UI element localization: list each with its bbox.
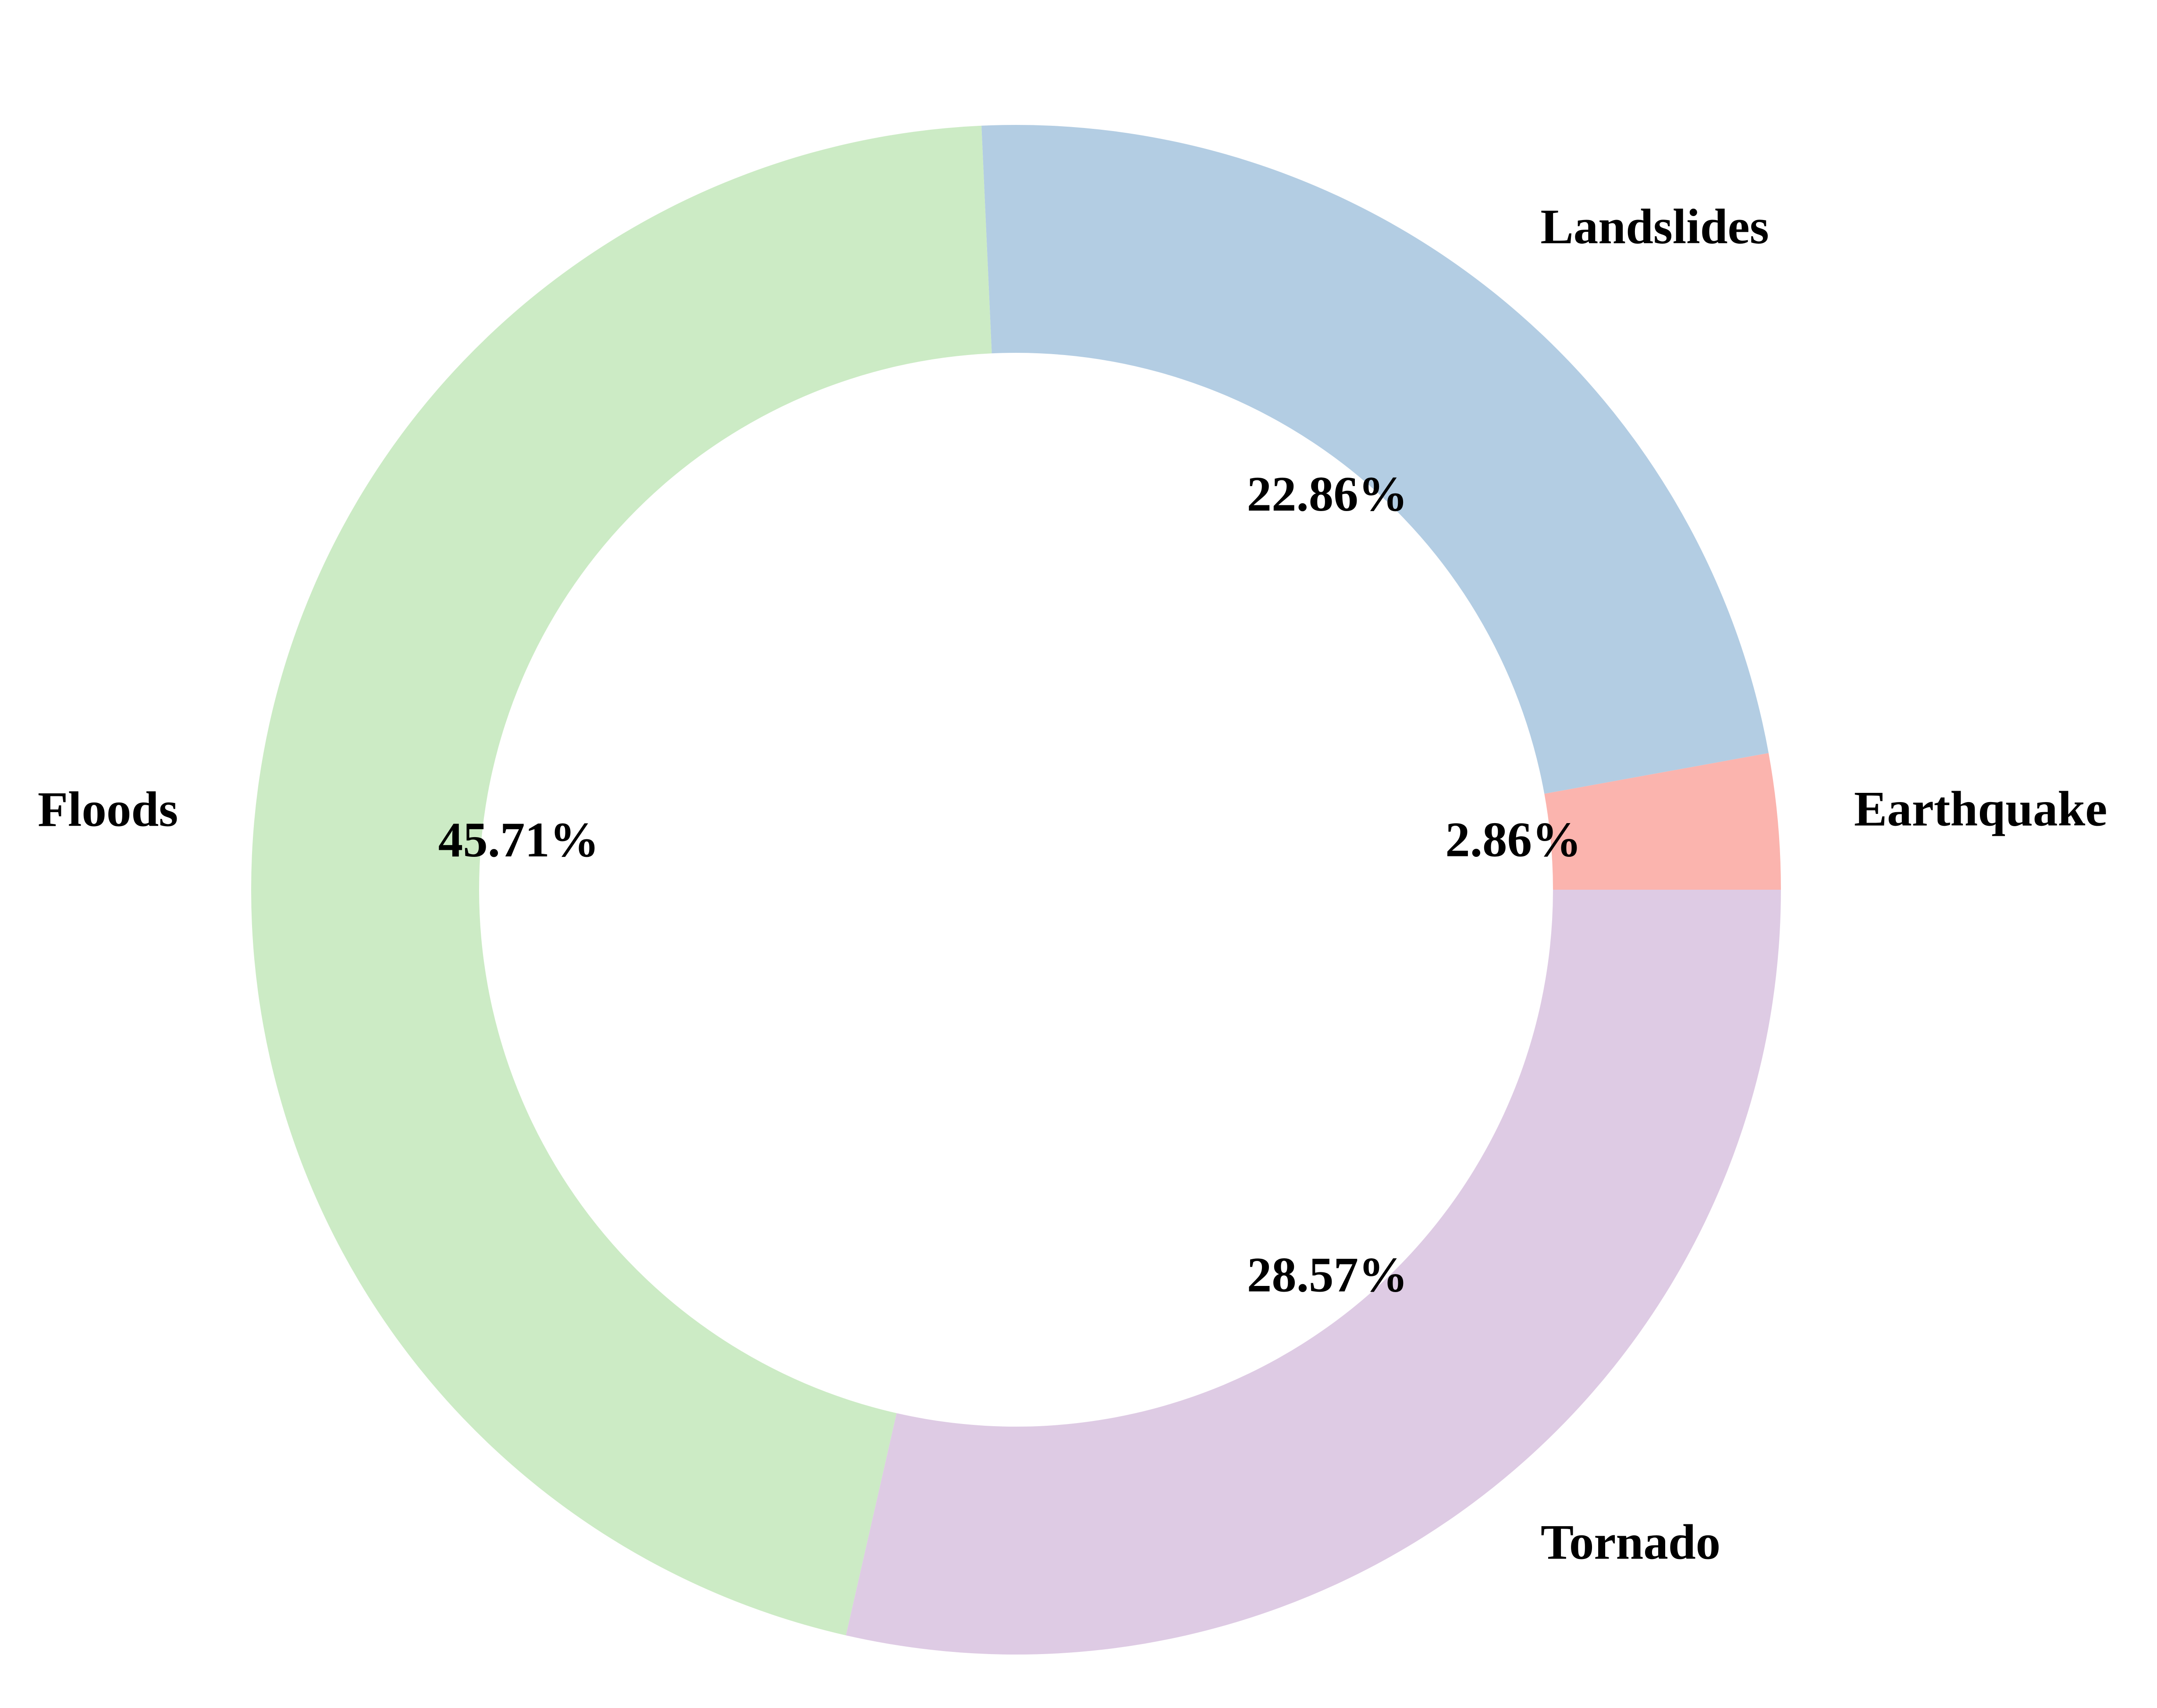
slice-label-landslides: Landslides xyxy=(1540,199,1769,254)
slice-tornado xyxy=(846,890,1781,1655)
pct-label-tornado: 28.57% xyxy=(1247,1248,1408,1303)
pct-label-landslides: 22.86% xyxy=(1247,467,1407,522)
slice-floods xyxy=(251,125,992,1636)
slice-label-floods: Floods xyxy=(38,782,178,837)
slice-earthquake xyxy=(1544,753,1781,890)
donut-slices xyxy=(251,124,1781,1655)
slice-label-tornado: Tornado xyxy=(1541,1515,1720,1570)
slice-landslides xyxy=(981,124,1769,794)
slice-label-earthquake: Earthquake xyxy=(1854,782,2107,837)
pct-label-earthquake: 2.86% xyxy=(1445,813,1581,867)
pct-label-floods: 45.71% xyxy=(438,813,599,867)
donut-labels: Earthquake 2.86% Landslides 22.86% Floods 45.… xyxy=(38,199,2107,1570)
